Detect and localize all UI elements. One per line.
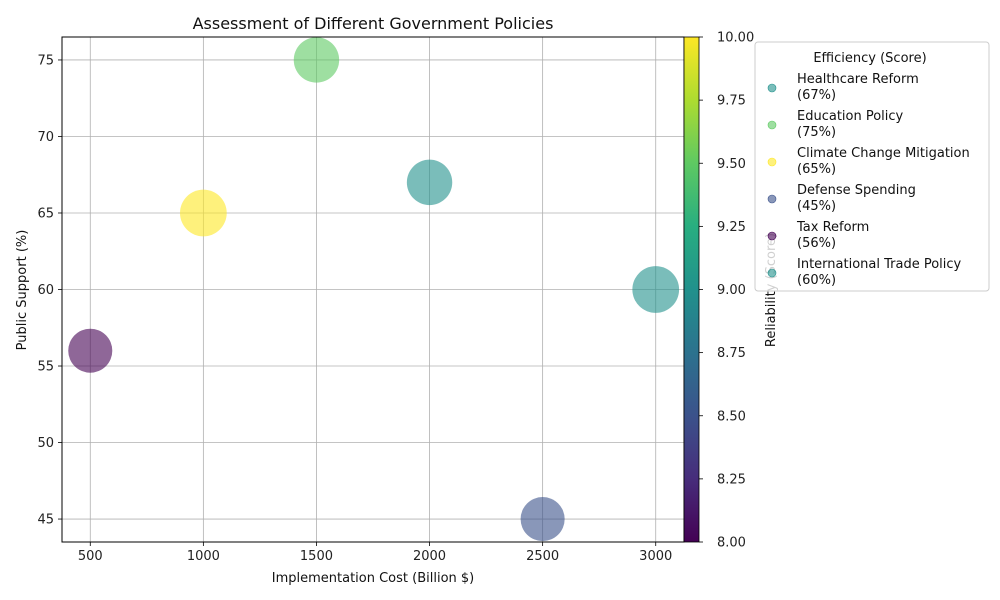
y-tick-label: 55 bbox=[37, 360, 54, 375]
x-tick-label: 1500 bbox=[300, 549, 333, 564]
y-axis-label: Public Support (%) bbox=[15, 230, 30, 351]
scatter-point bbox=[180, 189, 227, 237]
x-axis-ticks: 500 1000 1500 2000 2500 3000 bbox=[78, 542, 672, 564]
colorbar-tick-label: 9.25 bbox=[717, 220, 746, 235]
scatter-point bbox=[68, 328, 113, 373]
legend-marker bbox=[767, 83, 777, 93]
legend-marker bbox=[767, 194, 777, 204]
chart-title: Assessment of Different Government Polic… bbox=[193, 14, 554, 33]
colorbar-ticks: 8.00 8.25 8.50 8.75 9.00 9.25 9.50 9.75 10.00 bbox=[699, 31, 754, 551]
legend-entry-efficiency: (45%) bbox=[797, 199, 836, 214]
scatter-point bbox=[520, 497, 565, 542]
x-axis-label: Implementation Cost (Billion $) bbox=[272, 571, 475, 586]
y-tick-label: 60 bbox=[37, 283, 54, 298]
legend: Efficiency (Score) Healthcare Reform(67%… bbox=[754, 41, 990, 292]
legend-marker bbox=[767, 268, 777, 278]
x-tick-label: 2000 bbox=[413, 549, 446, 564]
grid-lines bbox=[62, 37, 684, 542]
legend-entry-name: Tax Reform bbox=[796, 220, 869, 235]
data-points bbox=[68, 37, 680, 542]
x-tick-label: 1000 bbox=[187, 549, 220, 564]
legend-entry-name: Defense Spending bbox=[797, 183, 916, 198]
legend-entry-efficiency: (60%) bbox=[797, 273, 836, 288]
legend-entry-name: Climate Change Mitigation bbox=[797, 146, 970, 161]
scatter-point bbox=[293, 37, 340, 83]
x-tick-label: 2500 bbox=[526, 549, 559, 564]
legend-marker bbox=[767, 120, 777, 130]
x-tick-label: 3000 bbox=[639, 549, 672, 564]
legend-entry-name: Healthcare Reform bbox=[797, 72, 919, 87]
legend-entry-efficiency: (75%) bbox=[797, 125, 836, 140]
legend-entry-efficiency: (67%) bbox=[797, 88, 836, 103]
colorbar-tick-label: 10.00 bbox=[717, 31, 754, 46]
legend-marker bbox=[767, 157, 777, 167]
scatter-point bbox=[632, 266, 680, 313]
colorbar-tick-label: 8.75 bbox=[717, 346, 746, 361]
colorbar-tick-label: 8.00 bbox=[717, 536, 746, 551]
colorbar-tick-label: 9.00 bbox=[717, 283, 746, 298]
y-tick-label: 65 bbox=[37, 206, 54, 221]
y-tick-label: 70 bbox=[37, 130, 54, 145]
colorbar-tick-label: 8.25 bbox=[717, 472, 746, 487]
colorbar-tick-label: 8.50 bbox=[717, 409, 746, 424]
y-tick-label: 75 bbox=[37, 53, 54, 68]
legend-entry-efficiency: (56%) bbox=[797, 236, 836, 251]
scatter-point bbox=[406, 159, 453, 206]
legend-entry-name: Education Policy bbox=[797, 109, 904, 124]
colorbar-tick-label: 9.50 bbox=[717, 157, 746, 172]
colorbar bbox=[683, 36, 700, 543]
legend-title: Efficiency (Score) bbox=[813, 51, 926, 66]
y-axis-ticks: 45 50 55 60 65 70 75 bbox=[37, 53, 62, 528]
legend-entry-efficiency: (65%) bbox=[797, 162, 836, 177]
y-tick-label: 45 bbox=[37, 513, 54, 528]
y-tick-label: 50 bbox=[37, 436, 54, 451]
legend-entry-name: International Trade Policy bbox=[797, 257, 962, 272]
legend-marker bbox=[767, 231, 777, 241]
colorbar-tick-label: 9.75 bbox=[717, 94, 746, 109]
legend-items: Healthcare Reform(67%) Education Policy(7… bbox=[767, 72, 970, 288]
legend-box bbox=[754, 41, 990, 292]
x-tick-label: 500 bbox=[78, 549, 103, 564]
